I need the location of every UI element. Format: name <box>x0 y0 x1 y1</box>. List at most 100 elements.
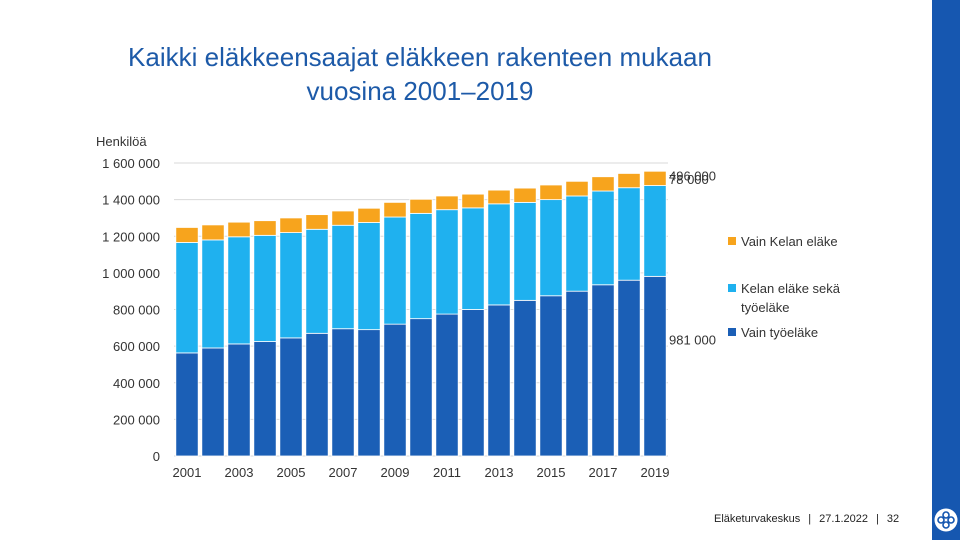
footer-date: 27.1.2022 <box>819 513 869 525</box>
x-axis-ticks: 2001 2003 2005 2007 2009 2011 2013 2015 2017 2019 <box>173 465 670 480</box>
bar-segment-vain-kelan <box>591 176 615 192</box>
value-annotation: 981 000 <box>669 333 716 348</box>
footer-org: Eläketurvakeskus <box>714 513 801 525</box>
bar-segment-vain-kelan <box>643 170 667 186</box>
bar-segment-vain-tyoelake <box>253 341 277 457</box>
y-tick-label: 1 600 000 <box>102 156 160 171</box>
bar-segment-vain-tyoelake <box>175 352 199 457</box>
bar-segment-vain-tyoelake <box>591 284 615 457</box>
slide-footer: Eläketurvakeskus | 27.1.2022 | 32 <box>714 513 899 525</box>
bar-segment-kelan-ja-tyoelake <box>227 236 251 345</box>
value-annotation: 496 000 <box>669 169 716 184</box>
y-tick-label: 600 000 <box>113 339 160 354</box>
bar-segment-kelan-ja-tyoelake <box>539 199 563 297</box>
y-axis-label: Henkilöä <box>96 134 147 149</box>
bar-segment-vain-kelan <box>357 207 381 223</box>
bar-segment-kelan-ja-tyoelake <box>617 187 641 281</box>
legend: Vain Kelan eläke Kelan eläke sekä työeläke… <box>728 234 841 340</box>
bar-segment-vain-kelan <box>383 201 407 218</box>
bar-segment-vain-kelan <box>565 180 589 197</box>
y-axis-ticks: 0 200 000 400 000 600 000 800 000 1 000 000 1 … <box>102 156 160 464</box>
x-tick-label: 2001 <box>173 465 202 480</box>
x-tick-label: 2005 <box>277 465 306 480</box>
bar-segment-vain-tyoelake <box>357 329 381 457</box>
bar-segment-vain-tyoelake <box>513 299 537 457</box>
footer-page-number: 32 <box>886 513 900 525</box>
legend-label: Vain työeläke <box>741 325 818 340</box>
y-tick-label: 400 000 <box>113 376 160 391</box>
x-tick-label: 2017 <box>589 465 618 480</box>
bar-segment-vain-kelan <box>487 189 511 205</box>
x-tick-label: 2011 <box>433 465 461 480</box>
bar-segment-vain-tyoelake <box>201 347 225 457</box>
footer-separator: | <box>876 513 879 525</box>
bar-segment-kelan-ja-tyoelake <box>591 190 615 286</box>
bar-segment-kelan-ja-tyoelake <box>435 209 459 315</box>
bar-segment-kelan-ja-tyoelake <box>487 203 511 306</box>
y-tick-label: 0 <box>153 449 160 464</box>
brand-side-bar <box>932 0 960 540</box>
legend-swatch <box>728 284 736 292</box>
y-tick-label: 200 000 <box>113 412 160 427</box>
x-tick-label: 2019 <box>641 465 670 480</box>
bar-segment-vain-tyoelake <box>643 275 667 457</box>
bar-segment-vain-kelan <box>175 227 199 243</box>
bar-segment-vain-tyoelake <box>565 290 589 457</box>
bar-segment-vain-kelan <box>279 217 303 233</box>
bar-segment-vain-kelan <box>461 193 485 209</box>
legend-label: Kelan eläke sekä <box>741 281 841 296</box>
bar-segment-kelan-ja-tyoelake <box>357 222 381 331</box>
y-tick-label: 1 400 000 <box>102 193 160 208</box>
x-tick-label: 2013 <box>485 465 514 480</box>
slide-title-line-1: Kaikki eläkkeensaajat eläkkeen rakenteen… <box>128 42 712 72</box>
legend-label: työeläke <box>741 300 789 315</box>
bar-segment-vain-tyoelake <box>227 343 251 457</box>
bar-segment-vain-tyoelake <box>539 295 563 457</box>
bar-segment-kelan-ja-tyoelake <box>643 185 667 277</box>
bar-segment-vain-tyoelake <box>383 323 407 457</box>
bar-segment-vain-kelan <box>331 210 355 226</box>
bars <box>175 170 667 457</box>
y-tick-label: 1 000 000 <box>102 266 160 281</box>
bar-segment-vain-tyoelake <box>617 279 641 457</box>
legend-label: Vain Kelan eläke <box>741 234 838 249</box>
bar-segment-vain-tyoelake <box>487 304 511 457</box>
y-tick-label: 800 000 <box>113 303 160 318</box>
legend-swatch <box>728 237 736 245</box>
bar-segment-vain-tyoelake <box>461 309 485 457</box>
bar-segment-vain-kelan <box>513 187 537 203</box>
bar-segment-vain-kelan <box>539 184 563 201</box>
bar-segment-vain-kelan <box>409 198 433 214</box>
bar-segment-vain-tyoelake <box>279 337 303 457</box>
x-tick-label: 2015 <box>537 465 566 480</box>
bar-segment-kelan-ja-tyoelake <box>565 195 589 292</box>
bar-segment-kelan-ja-tyoelake <box>279 232 303 339</box>
bar-segment-kelan-ja-tyoelake <box>305 228 329 334</box>
slide-title: Kaikki eläkkeensaajat eläkkeen rakenteen… <box>100 40 740 108</box>
bar-segment-kelan-ja-tyoelake <box>383 216 407 325</box>
bar-segment-vain-kelan <box>305 214 329 230</box>
footer-separator: | <box>808 513 812 525</box>
brand-logo-icon <box>934 508 958 532</box>
bar-segment-vain-tyoelake <box>409 318 433 457</box>
bar-segment-vain-kelan <box>227 221 251 238</box>
bar-segment-kelan-ja-tyoelake <box>461 207 485 310</box>
bar-segment-vain-tyoelake <box>305 332 329 457</box>
slide-title-line-2: vuosina 2001–2019 <box>306 76 534 106</box>
stacked-bar-chart: Henkilöä 0 200 000 400 000 600 000 800 000 1 … <box>96 134 841 480</box>
bar-segment-vain-kelan <box>201 224 225 241</box>
bar-segment-kelan-ja-tyoelake <box>331 224 355 330</box>
bar-segment-kelan-ja-tyoelake <box>175 242 199 354</box>
bar-segment-vain-tyoelake <box>435 313 459 457</box>
value-annotation: 78 000 <box>669 172 709 187</box>
bar-segment-vain-tyoelake <box>331 328 355 457</box>
legend-swatch <box>728 328 736 336</box>
bar-segment-kelan-ja-tyoelake <box>201 239 225 349</box>
bar-segment-vain-kelan <box>435 195 459 211</box>
bar-segment-vain-kelan <box>617 173 641 189</box>
x-tick-label: 2007 <box>329 465 358 480</box>
x-tick-label: 2009 <box>381 465 410 480</box>
x-tick-label: 2003 <box>225 465 254 480</box>
y-tick-label: 1 200 000 <box>102 229 160 244</box>
